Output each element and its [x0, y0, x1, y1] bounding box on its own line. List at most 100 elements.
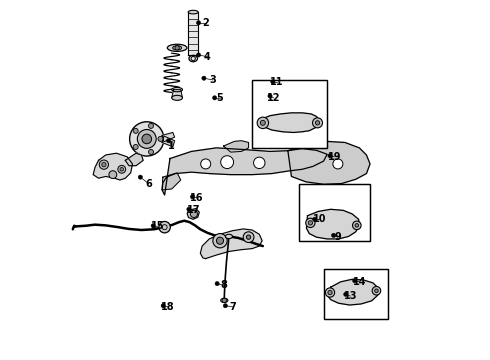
Circle shape	[325, 288, 335, 297]
Circle shape	[375, 289, 378, 293]
Circle shape	[260, 120, 266, 125]
Text: 1: 1	[169, 141, 175, 151]
Circle shape	[257, 117, 269, 129]
Circle shape	[130, 122, 164, 156]
Polygon shape	[223, 141, 248, 152]
Circle shape	[313, 118, 322, 128]
Circle shape	[375, 289, 378, 293]
Circle shape	[372, 287, 381, 295]
Circle shape	[109, 171, 117, 179]
Circle shape	[306, 218, 315, 228]
Text: 18: 18	[161, 302, 175, 312]
Circle shape	[175, 46, 179, 50]
Polygon shape	[188, 12, 198, 55]
Circle shape	[331, 233, 336, 238]
Text: 19: 19	[327, 152, 341, 162]
Text: 4: 4	[204, 52, 211, 62]
Circle shape	[253, 157, 265, 168]
Circle shape	[352, 221, 361, 230]
Circle shape	[118, 165, 126, 173]
Circle shape	[148, 149, 153, 154]
Polygon shape	[162, 173, 181, 190]
Text: 12: 12	[267, 93, 280, 103]
Circle shape	[213, 234, 227, 248]
Text: 17: 17	[187, 205, 200, 215]
Circle shape	[260, 120, 266, 125]
Polygon shape	[187, 208, 199, 219]
Circle shape	[215, 282, 220, 286]
Text: 2: 2	[202, 18, 209, 28]
Polygon shape	[93, 153, 132, 180]
Text: 11: 11	[270, 77, 284, 87]
Circle shape	[133, 144, 138, 149]
Polygon shape	[288, 141, 370, 184]
Polygon shape	[162, 148, 327, 195]
Circle shape	[151, 224, 155, 228]
Ellipse shape	[172, 46, 182, 50]
Circle shape	[316, 121, 319, 125]
Polygon shape	[327, 279, 379, 305]
Ellipse shape	[189, 55, 197, 62]
Circle shape	[201, 159, 211, 169]
Circle shape	[133, 129, 138, 133]
Circle shape	[99, 160, 109, 169]
Circle shape	[268, 94, 272, 98]
Circle shape	[222, 298, 226, 302]
Polygon shape	[327, 279, 379, 305]
Circle shape	[308, 221, 313, 225]
Text: 13: 13	[343, 291, 357, 301]
Circle shape	[316, 121, 319, 125]
Text: 10: 10	[313, 214, 327, 224]
Circle shape	[328, 154, 332, 158]
Circle shape	[223, 303, 227, 308]
Circle shape	[243, 232, 254, 243]
Circle shape	[190, 210, 197, 217]
Circle shape	[158, 136, 163, 141]
Bar	[252, 80, 327, 148]
Circle shape	[257, 117, 269, 129]
Text: 6: 6	[145, 179, 152, 189]
Polygon shape	[172, 90, 182, 98]
Text: 7: 7	[229, 302, 236, 312]
Text: 8: 8	[220, 280, 227, 291]
Circle shape	[352, 221, 361, 230]
Circle shape	[220, 156, 234, 168]
Polygon shape	[260, 113, 320, 132]
Text: 5: 5	[217, 93, 223, 103]
Text: 16: 16	[190, 193, 203, 203]
Circle shape	[343, 292, 348, 296]
Text: 14: 14	[353, 277, 366, 287]
Polygon shape	[200, 229, 262, 258]
Polygon shape	[306, 209, 359, 239]
Circle shape	[148, 123, 153, 129]
Ellipse shape	[225, 234, 232, 239]
Polygon shape	[125, 153, 143, 166]
Circle shape	[270, 80, 275, 84]
Ellipse shape	[167, 44, 187, 51]
Circle shape	[355, 224, 359, 227]
Circle shape	[187, 207, 191, 211]
Circle shape	[167, 139, 171, 143]
Circle shape	[313, 118, 322, 128]
Circle shape	[308, 221, 313, 225]
Text: 3: 3	[210, 75, 216, 85]
Circle shape	[325, 288, 335, 297]
Bar	[323, 269, 388, 319]
Polygon shape	[162, 132, 174, 142]
Circle shape	[213, 96, 217, 100]
Circle shape	[159, 221, 171, 233]
Circle shape	[138, 175, 143, 179]
Circle shape	[161, 303, 165, 308]
Ellipse shape	[188, 10, 198, 14]
Circle shape	[246, 235, 251, 239]
Bar	[298, 184, 370, 241]
Circle shape	[137, 130, 156, 148]
Circle shape	[217, 237, 223, 244]
Text: 9: 9	[335, 232, 341, 242]
Circle shape	[196, 21, 201, 25]
Polygon shape	[191, 55, 196, 59]
Circle shape	[333, 159, 343, 169]
Bar	[323, 269, 388, 319]
Ellipse shape	[172, 95, 182, 100]
Polygon shape	[162, 136, 174, 147]
